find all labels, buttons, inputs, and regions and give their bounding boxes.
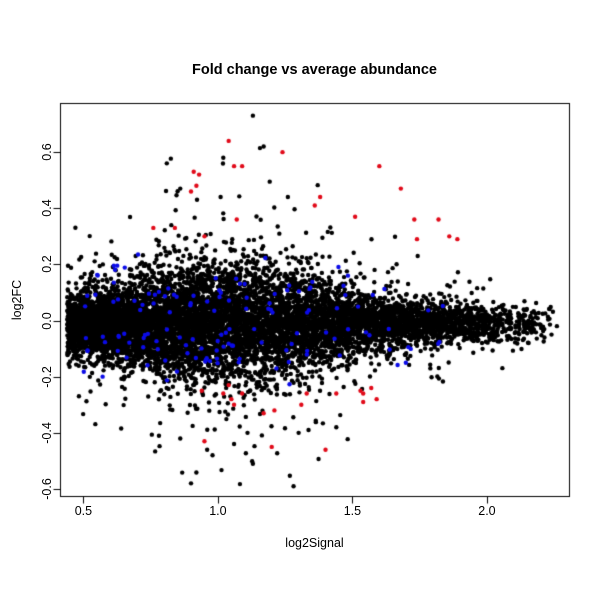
y-axis-title: log2FC	[10, 279, 24, 321]
chart-title: Fold change vs average abundance	[192, 62, 437, 78]
x-axis-title: log2Signal	[285, 536, 344, 550]
